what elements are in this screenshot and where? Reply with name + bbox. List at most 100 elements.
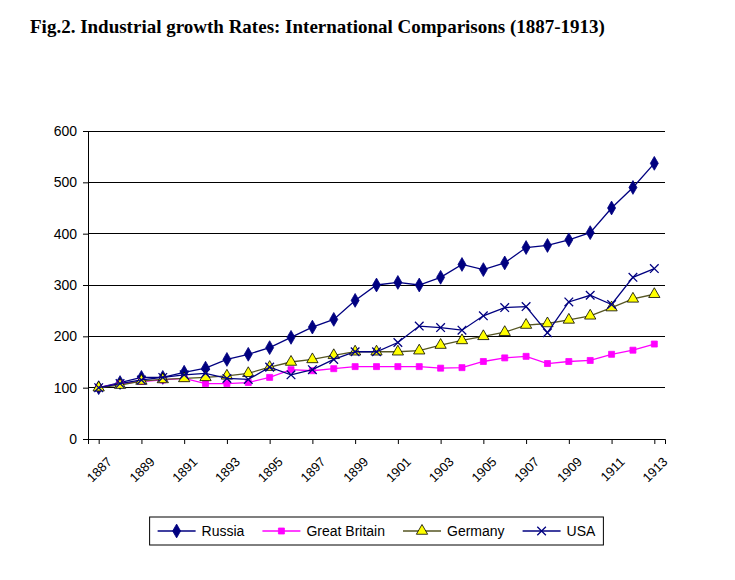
point bbox=[630, 347, 636, 353]
point bbox=[308, 320, 316, 334]
legend-label: Germany bbox=[447, 523, 505, 539]
point bbox=[223, 374, 232, 383]
x-tick: 1897 bbox=[298, 439, 329, 485]
y-tick-mark bbox=[83, 131, 88, 132]
x-tick-label: 1893 bbox=[212, 454, 243, 485]
point bbox=[415, 322, 424, 331]
grid-line bbox=[88, 387, 665, 388]
point bbox=[522, 302, 531, 311]
legend-marker bbox=[278, 528, 284, 534]
x-tick-label: 1909 bbox=[554, 454, 585, 485]
point bbox=[502, 355, 508, 361]
x-tick-mark bbox=[312, 439, 313, 444]
x-tick-mark bbox=[355, 439, 356, 444]
point bbox=[244, 347, 252, 361]
y-tick-label: 100 bbox=[54, 380, 78, 396]
point bbox=[93, 381, 104, 391]
x-tick-mark bbox=[270, 439, 271, 444]
y-tick-label: 500 bbox=[54, 174, 78, 190]
x-tick-label: 1907 bbox=[511, 454, 542, 485]
point bbox=[649, 288, 660, 298]
series-line bbox=[99, 269, 655, 388]
y-tick: 100 bbox=[54, 380, 88, 396]
x-tick: 1895 bbox=[255, 439, 286, 485]
point bbox=[458, 258, 466, 272]
point bbox=[458, 326, 467, 335]
y-tick-mark bbox=[83, 439, 88, 440]
point bbox=[285, 355, 296, 365]
point bbox=[329, 355, 338, 364]
x-tick-label: 1887 bbox=[84, 454, 115, 485]
point bbox=[330, 312, 338, 326]
y-tick-label: 0 bbox=[69, 431, 77, 447]
y-tick-label: 400 bbox=[54, 226, 78, 242]
point bbox=[116, 379, 125, 388]
y-tick-label: 300 bbox=[54, 277, 78, 293]
chart: Fig.2. Industrial growth Rates: Internat… bbox=[0, 0, 735, 580]
x-tick-mark bbox=[526, 439, 527, 444]
x-tick: 1899 bbox=[340, 439, 371, 485]
point bbox=[522, 241, 530, 255]
point bbox=[352, 364, 358, 370]
point bbox=[543, 239, 551, 253]
point bbox=[287, 330, 295, 344]
point bbox=[180, 371, 189, 380]
point bbox=[395, 364, 401, 370]
legend-marker bbox=[537, 527, 546, 536]
point bbox=[203, 381, 209, 387]
legend-item: Great Britain bbox=[262, 523, 385, 539]
y-tick: 600 bbox=[54, 123, 88, 139]
point bbox=[158, 373, 167, 382]
point bbox=[563, 313, 574, 323]
y-axis-line bbox=[83, 132, 89, 440]
point bbox=[331, 366, 337, 372]
series bbox=[94, 264, 658, 392]
point bbox=[586, 226, 594, 240]
y-tick-mark bbox=[83, 336, 88, 337]
x-tick-mark bbox=[654, 439, 655, 444]
point bbox=[308, 365, 317, 374]
point bbox=[435, 339, 446, 349]
x-axis-line bbox=[89, 440, 666, 445]
x-tick-label: 1891 bbox=[169, 454, 200, 485]
y-tick: 400 bbox=[54, 226, 88, 242]
plot: 0 100 200 300 400 500 600 1887 1889 1891 1893 1895 1… bbox=[54, 123, 671, 485]
point bbox=[629, 181, 637, 195]
point bbox=[456, 334, 467, 344]
series bbox=[96, 341, 658, 391]
point bbox=[501, 256, 509, 270]
y-tick: 300 bbox=[54, 277, 88, 293]
legend-item: USA bbox=[523, 523, 596, 539]
x-tick-label: 1897 bbox=[298, 454, 329, 485]
point bbox=[201, 369, 210, 378]
x-tick-mark bbox=[569, 439, 570, 444]
point bbox=[523, 353, 529, 359]
legend-label: Great Britain bbox=[306, 523, 385, 539]
y-tick: 500 bbox=[54, 174, 88, 190]
x-tick: 1911 bbox=[597, 439, 627, 484]
y-tick-label: 600 bbox=[54, 123, 78, 139]
marks bbox=[93, 156, 660, 394]
point bbox=[288, 367, 294, 373]
x-tick-label: 1889 bbox=[127, 454, 158, 485]
grid-line bbox=[88, 336, 665, 337]
point bbox=[94, 383, 103, 392]
point bbox=[480, 358, 486, 364]
point bbox=[200, 371, 211, 381]
point bbox=[245, 380, 251, 386]
x-tick-mark bbox=[184, 439, 185, 444]
x-tick: 1887 bbox=[84, 439, 115, 485]
series-line bbox=[99, 294, 655, 387]
point bbox=[351, 293, 359, 307]
y-tick-label: 200 bbox=[54, 328, 78, 344]
x-tick: 1905 bbox=[468, 439, 499, 485]
point bbox=[307, 353, 318, 363]
point bbox=[328, 349, 339, 359]
y-tick-mark bbox=[83, 285, 88, 286]
point bbox=[372, 347, 381, 356]
x-tick-mark bbox=[483, 439, 484, 444]
y-tick: 0 bbox=[69, 431, 88, 447]
x-tick: 1889 bbox=[127, 439, 158, 485]
y-tick-mark bbox=[83, 388, 88, 389]
point bbox=[651, 341, 657, 347]
